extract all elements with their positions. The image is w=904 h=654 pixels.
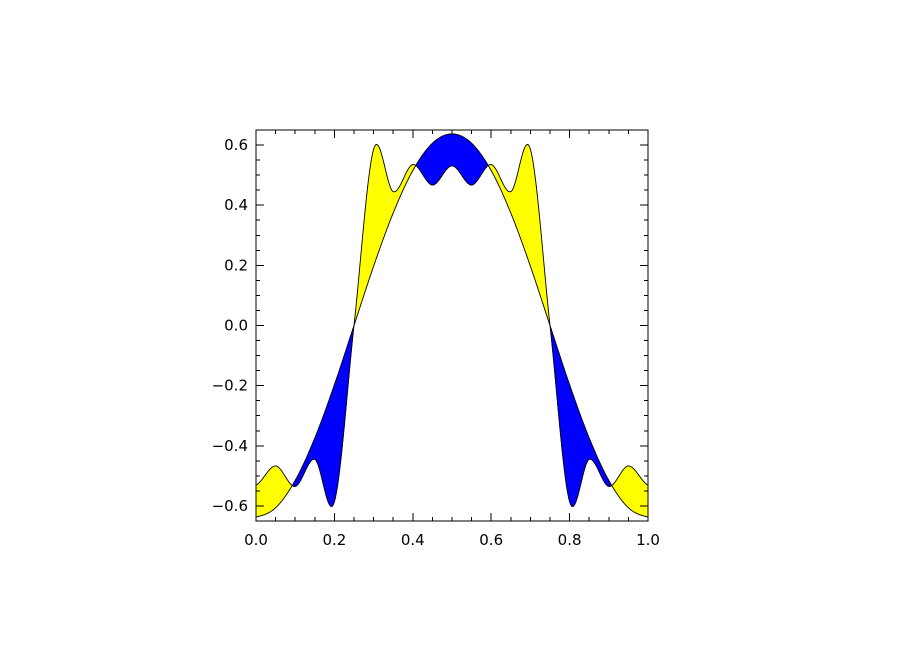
axis-ticks	[255, 130, 649, 521]
y-tick-label: 0.6	[224, 136, 248, 154]
x-tick-label: 0.4	[401, 531, 425, 549]
x-tick-labels: 0.0 0.2 0.4 0.6 0.8 1.0	[244, 531, 660, 549]
y-tick-label: 0.4	[224, 196, 248, 214]
series-2-line	[255, 143, 649, 508]
x-tick-label: 0.8	[558, 531, 582, 549]
y-tick-label: −0.4	[212, 437, 248, 455]
x-tick-label: 0.2	[322, 531, 346, 549]
plot-frame	[255, 129, 649, 522]
y-tick-label: 0.2	[224, 256, 248, 274]
x-tick-label: 0.0	[244, 531, 268, 549]
y-tick-labels: −0.6 −0.4 −0.2 0.0 0.2 0.4 0.6	[212, 136, 248, 515]
x-tick-label: 0.6	[479, 531, 503, 549]
series-curves	[255, 133, 649, 518]
y-tick-label: −0.2	[212, 377, 248, 395]
y-tick-label: −0.6	[212, 497, 248, 515]
x-tick-label: 1.0	[636, 531, 660, 549]
y-tick-label: 0.0	[224, 317, 248, 335]
